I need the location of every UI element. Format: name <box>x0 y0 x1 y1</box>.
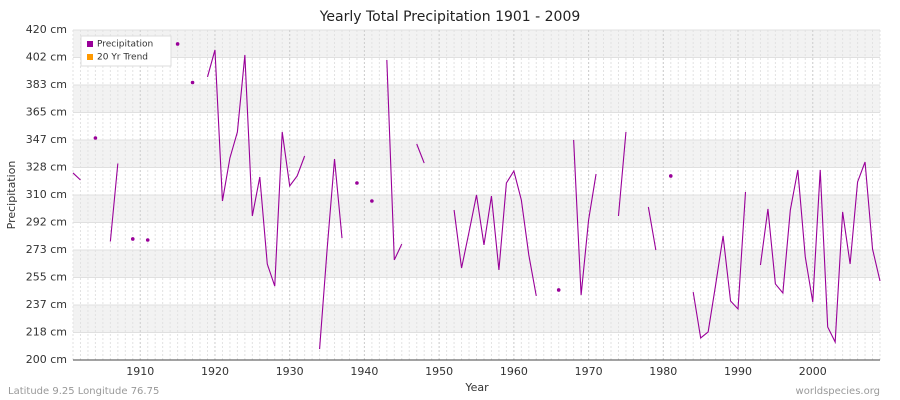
x-tick-label: 1990 <box>724 365 752 378</box>
x-axis-label: Year <box>464 381 489 394</box>
y-tick-label: 200 cm <box>26 353 67 366</box>
legend-swatch <box>87 54 93 60</box>
line-segment <box>206 49 306 287</box>
data-point <box>130 237 135 241</box>
y-tick-label: 328 cm <box>26 161 67 174</box>
data-point <box>556 288 561 292</box>
line-segment <box>617 131 627 217</box>
line-segment <box>647 206 657 251</box>
y-tick-label: 402 cm <box>26 50 67 63</box>
line-segment <box>386 59 403 261</box>
y-tick-label: 273 cm <box>26 243 67 256</box>
x-tick-label: 1940 <box>350 365 378 378</box>
x-tick-label: 1980 <box>649 365 677 378</box>
line-segment <box>109 163 119 242</box>
line-segment <box>573 139 597 296</box>
line-segment <box>319 158 343 350</box>
data-point <box>93 136 98 140</box>
line-segment <box>453 169 537 297</box>
data-point <box>370 199 374 203</box>
x-tick-label: 2000 <box>799 365 827 378</box>
y-tick-label: 310 cm <box>26 188 67 201</box>
y-axis-label: Precipitation <box>5 161 18 230</box>
y-tick-label: 347 cm <box>26 133 67 146</box>
legend-box <box>80 35 172 67</box>
line-segment <box>72 172 81 181</box>
x-tick-label: 1920 <box>201 365 229 378</box>
y-tick-label: 292 cm <box>26 215 67 228</box>
line-segment <box>692 191 747 339</box>
footer-left: Latitude 9.25 Longitude 76.75 <box>8 386 159 397</box>
legend-label: Precipitation <box>97 40 153 50</box>
data-point <box>668 174 673 178</box>
x-tick-label: 1950 <box>425 365 453 378</box>
y-tick-label: 255 cm <box>26 271 67 284</box>
data-point <box>175 42 180 46</box>
x-tick-label: 1970 <box>575 365 603 378</box>
x-tick-label: 1960 <box>500 365 528 378</box>
y-tick-label: 383 cm <box>26 78 67 91</box>
legend-swatch <box>87 41 93 47</box>
data-point <box>355 181 359 185</box>
x-tick-label: 1930 <box>276 365 304 378</box>
y-tick-label: 365 cm <box>26 106 67 119</box>
footer-right: worldspecies.org <box>796 386 880 397</box>
data-point <box>190 80 195 85</box>
line-segment <box>416 143 425 164</box>
data-point <box>145 238 150 242</box>
legend-label: 20 Yr Trend <box>97 53 148 63</box>
y-tick-label: 218 cm <box>26 326 67 339</box>
chart-title: Yearly Total Precipitation 1901 - 2009 <box>319 9 581 25</box>
line-segment <box>759 161 881 345</box>
y-tick-label: 237 cm <box>26 298 67 311</box>
x-tick-label: 1910 <box>126 365 154 378</box>
y-tick-label: 420 cm <box>26 23 67 36</box>
